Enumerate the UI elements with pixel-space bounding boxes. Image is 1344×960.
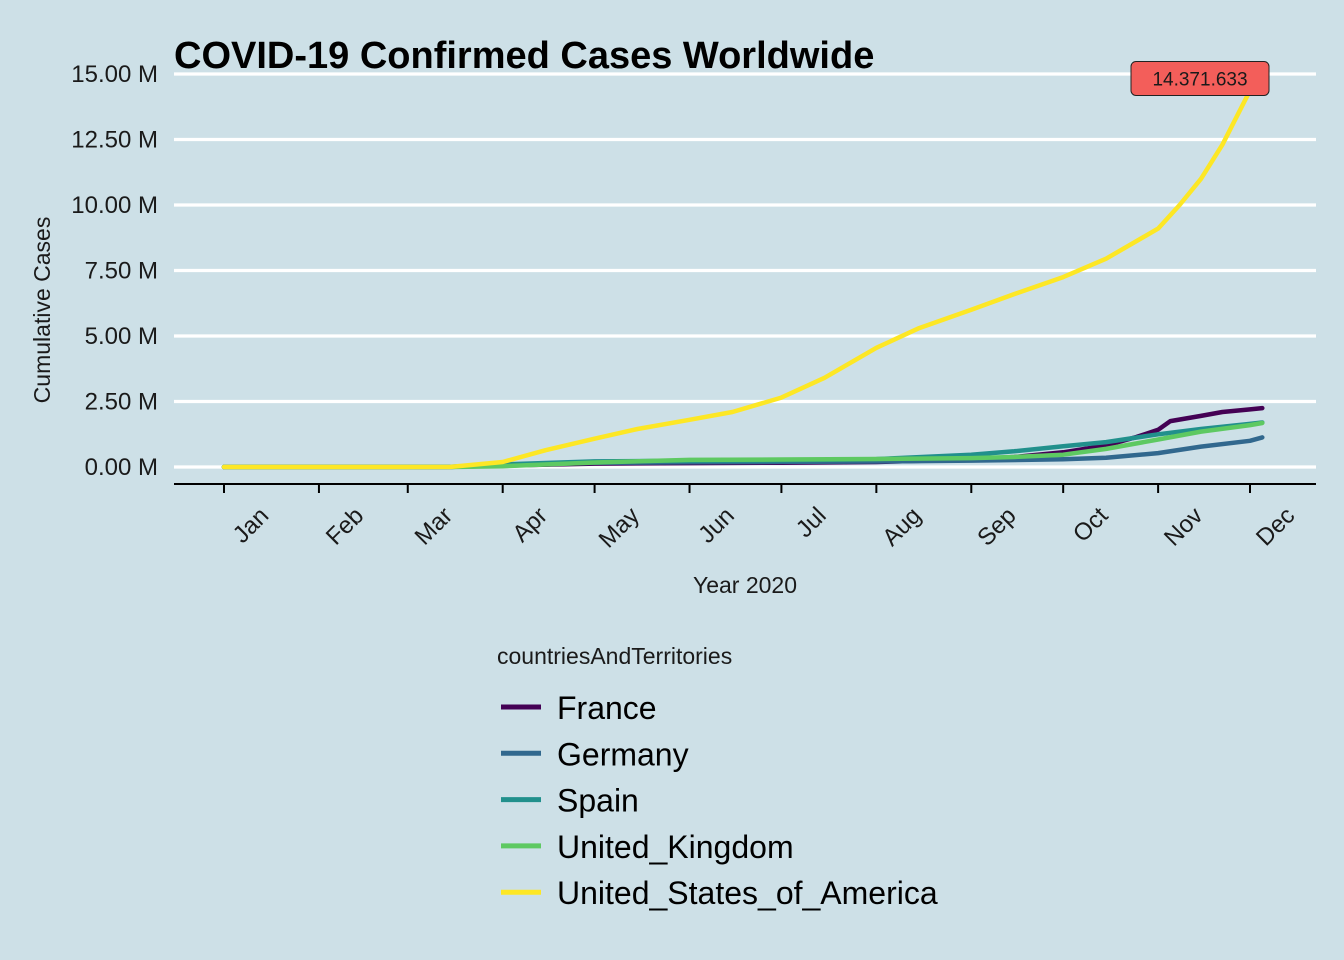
x-tick-label: Jan [228,502,274,548]
legend-label: Spain [557,783,639,819]
legend-items: France Germany Spain United_Kingdom United_S… [501,690,938,911]
x-axis: Jan Feb Mar Apr May Jun Jul Aug Sep Oct Nov Dec [174,483,1316,553]
x-tick-label: Oct [1068,502,1114,548]
y-axis: 0.00 M 2.50 M 5.00 M 7.50 M 10.00 M 12.50 M 15… [71,61,158,481]
x-axis-title: Year 2020 [693,572,797,598]
x-tick-label: Feb [321,502,369,550]
chart-title: COVID-19 Confirmed Cases Worldwide [174,35,874,77]
legend: countriesAndTerritories France Germany Spa… [497,643,938,911]
y-axis-title: Cumulative Cases [29,217,55,404]
annotation-label: 14.371.633 [1152,69,1247,90]
y-tick-label: 0.00 M [85,454,158,481]
y-tick-label: 12.50 M [71,127,158,154]
x-tick-label: Aug [877,502,926,551]
y-tick-label: 7.50 M [85,258,158,285]
y-tick-label: 15.00 M [71,61,158,88]
x-tick-label: Nov [1159,502,1208,551]
annotation-box [1130,60,1270,96]
x-tick-label: Apr [507,502,553,548]
x-tick-label: May [594,502,645,553]
gridlines [174,72,1316,469]
y-tick-label: 2.50 M [85,389,158,416]
legend-label: United_Kingdom [557,829,794,865]
legend-label: Germany [557,736,689,772]
y-tick-label: 5.00 M [85,323,158,350]
x-tick-label: Mar [410,502,458,550]
y-tick-label: 10.00 M [71,192,158,219]
legend-title: countriesAndTerritories [497,643,732,669]
x-tick-label: Sep [972,502,1021,551]
peak-annotation: 14.371.633 [1130,60,1270,96]
x-tick-label: Jul [791,502,832,543]
x-tick-label: Jun [693,502,739,548]
x-tick-label: Dec [1251,502,1300,551]
series-lines [221,88,1265,470]
legend-label: United_States_of_America [557,875,938,911]
series-line-united_states_of_america [221,88,1253,470]
legend-label: France [557,690,657,726]
